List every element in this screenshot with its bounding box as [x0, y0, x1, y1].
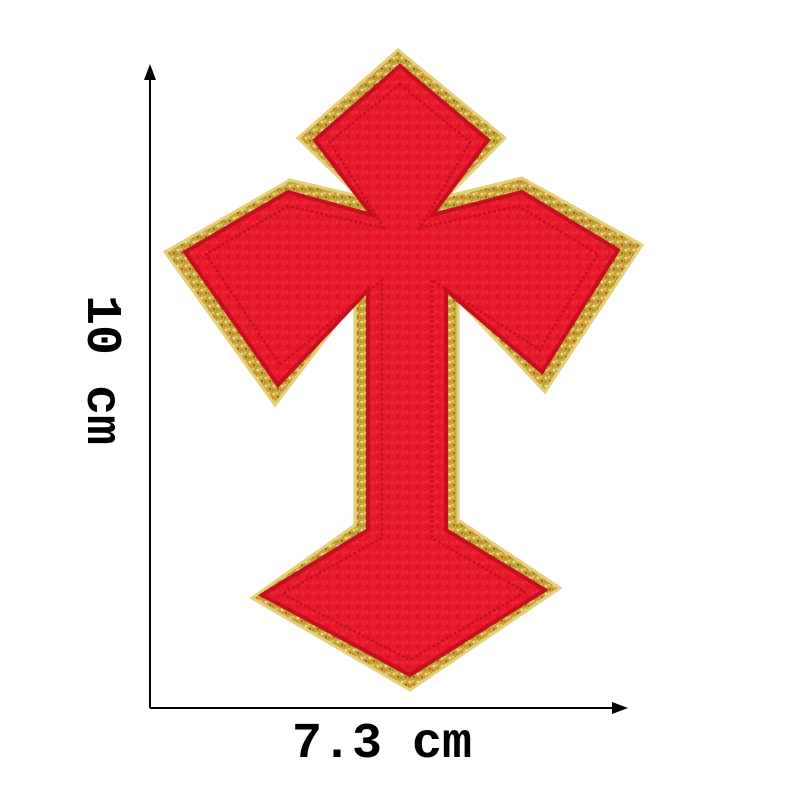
- width-axis-arrow-icon: [612, 702, 628, 714]
- height-axis-arrow-icon: [144, 64, 156, 80]
- width-dimension-label: 7.3 cm: [291, 716, 473, 773]
- height-dimension-label: 10 cm: [72, 294, 129, 446]
- cross-patch-inner-stitch: [204, 82, 600, 662]
- cross-patch-red-body: [182, 63, 621, 678]
